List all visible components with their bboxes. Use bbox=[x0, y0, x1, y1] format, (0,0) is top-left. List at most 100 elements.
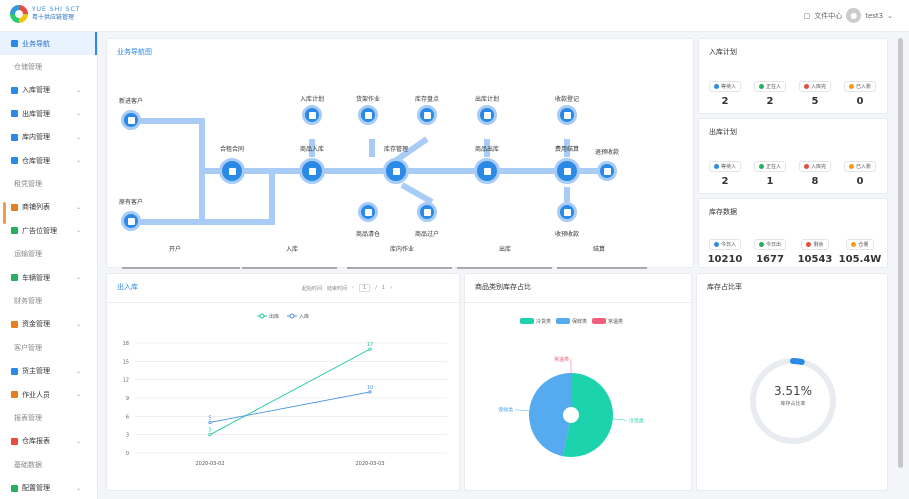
menu-icon bbox=[11, 86, 18, 94]
stat-label-text: 入库完 bbox=[810, 164, 826, 170]
file-icon[interactable]: ▢ bbox=[803, 11, 811, 20]
data-point[interactable] bbox=[368, 347, 372, 351]
pie-slice[interactable] bbox=[529, 373, 571, 457]
sidebar-item[interactable]: 配置管理 ⌄ bbox=[0, 476, 97, 499]
main-content: 业务导航图 新进客户 原有客户 合租合同 商品入库 库存管理 bbox=[98, 32, 909, 499]
sidebar-item[interactable]: 入库管理 ⌄ bbox=[0, 79, 97, 102]
menu-icon bbox=[11, 227, 18, 235]
prev-page-icon[interactable]: ‹ bbox=[352, 285, 355, 291]
y-tick-label: 9 bbox=[126, 396, 129, 402]
user-name[interactable]: test3 bbox=[865, 11, 884, 20]
stat-value: 0 bbox=[856, 96, 864, 107]
chevron-down-icon: ⌄ bbox=[75, 203, 81, 211]
stat-item: 剩余 10543 bbox=[795, 239, 835, 265]
sidebar-item[interactable]: 客户管理 bbox=[0, 336, 97, 359]
sidebar-item[interactable]: 商铺列表 ⌄ bbox=[0, 196, 97, 219]
logo-icon bbox=[10, 5, 28, 23]
sidebar-item[interactable]: 仓储管理 bbox=[0, 55, 97, 78]
fee-node[interactable] bbox=[554, 158, 580, 184]
stock-node[interactable] bbox=[383, 158, 409, 184]
legend-item[interactable]: 入库 bbox=[287, 313, 309, 320]
sidebar-item[interactable]: 基础数据 bbox=[0, 453, 97, 476]
legend-item[interactable]: 出库 bbox=[257, 313, 279, 320]
goods-clear-label: 商品清仓 bbox=[355, 231, 381, 238]
sidebar-item[interactable]: 仓库管理 ⌄ bbox=[0, 149, 97, 172]
contract-node[interactable] bbox=[219, 158, 245, 184]
sidebar-item-label: 出库管理 bbox=[22, 109, 50, 118]
collect-node[interactable] bbox=[557, 202, 577, 222]
stocktake-node[interactable] bbox=[417, 105, 437, 125]
goods-in-node[interactable] bbox=[299, 158, 325, 184]
page-input[interactable]: 1 bbox=[359, 284, 371, 292]
legend-item[interactable]: 保鲜类 bbox=[556, 318, 587, 325]
receipt-node[interactable] bbox=[557, 105, 577, 125]
sidebar-item-label: 商铺列表 bbox=[22, 203, 50, 212]
pick-node[interactable] bbox=[358, 105, 378, 125]
sidebar-item[interactable]: 运输管理 bbox=[0, 243, 97, 266]
stat-item: 等待入 2 bbox=[705, 81, 745, 107]
avatar[interactable]: ● bbox=[846, 8, 862, 23]
sidebar-item-label: 财务管理 bbox=[14, 296, 42, 305]
sidebar-item-label: 资金管理 bbox=[22, 320, 50, 329]
page-scrollbar[interactable] bbox=[898, 38, 903, 468]
menu-icon bbox=[11, 437, 18, 445]
sidebar-item[interactable]: 出库管理 ⌄ bbox=[0, 102, 97, 125]
stat-label-text: 正在入 bbox=[765, 164, 781, 170]
out-plan-node[interactable] bbox=[477, 105, 497, 125]
y-tick-label: 12 bbox=[123, 378, 129, 384]
stat-item: 入库完 8 bbox=[795, 161, 835, 187]
end-time-input[interactable]: 结束时间 bbox=[327, 285, 348, 292]
sidebar-item[interactable]: 库内管理 ⌄ bbox=[0, 126, 97, 149]
stage-label: 入库 bbox=[285, 246, 299, 253]
fee-label: 费用结算 bbox=[554, 146, 580, 153]
sidebar-item[interactable]: 业务导航 bbox=[0, 32, 97, 56]
data-point[interactable] bbox=[208, 420, 212, 425]
logo[interactable]: YUE SHI SCT 粤十供应链管理 bbox=[10, 5, 80, 23]
stat-label-text: 等待入 bbox=[720, 164, 736, 170]
sidebar-item[interactable]: 报表管理 bbox=[0, 406, 97, 429]
out-plan-stats: 等待入 2 正在入 1 入库完 8 已入账 0 bbox=[705, 161, 885, 191]
goods-clear-node[interactable] bbox=[358, 202, 378, 222]
status-dot-icon bbox=[848, 84, 854, 89]
goods-out-node[interactable] bbox=[474, 158, 500, 184]
in-plan-stats: 等待入 2 正在入 2 入库完 5 已入账 0 bbox=[705, 81, 885, 111]
sidebar-scrollbar[interactable] bbox=[3, 202, 6, 224]
goods-transfer-label: 商品过户 bbox=[414, 231, 440, 238]
prepay-node[interactable] bbox=[597, 161, 617, 181]
legend-label: 冷货类 bbox=[536, 318, 551, 325]
data-point[interactable] bbox=[368, 390, 372, 394]
next-page-icon[interactable]: › bbox=[390, 285, 393, 291]
stat-item: 已入账 0 bbox=[840, 161, 880, 187]
pie-slice[interactable] bbox=[563, 373, 613, 457]
sidebar-item[interactable]: 资金管理 ⌄ bbox=[0, 313, 97, 336]
legend-item[interactable]: 冷货类 bbox=[520, 318, 551, 325]
sidebar-item[interactable]: 仓库报表 ⌄ bbox=[0, 430, 97, 453]
stat-item: 等待入 2 bbox=[705, 161, 745, 187]
sidebar-item[interactable]: 广告位管理 ⌄ bbox=[0, 219, 97, 242]
stat-item: 入库完 5 bbox=[795, 81, 835, 107]
start-time-input[interactable]: 起始时间 bbox=[302, 285, 323, 292]
status-dot-icon bbox=[713, 242, 719, 247]
stat-label-text: 已入账 bbox=[855, 164, 871, 170]
new-customer-node[interactable] bbox=[121, 110, 141, 130]
chevron-down-icon[interactable]: ⌄ bbox=[887, 11, 893, 20]
data-point[interactable] bbox=[208, 433, 212, 437]
sidebar-item[interactable]: 车辆管理 ⌄ bbox=[0, 266, 97, 289]
y-tick-label: 15 bbox=[123, 359, 129, 365]
sidebar-item[interactable]: 租凭管理 bbox=[0, 172, 97, 195]
file-center-link[interactable]: 文件中心 bbox=[814, 11, 843, 20]
goods-in-label: 商品入库 bbox=[299, 146, 325, 153]
out-plan-title: 出库计划 bbox=[709, 128, 737, 136]
sidebar-item[interactable]: 作业人员 ⌄ bbox=[0, 383, 97, 406]
old-customer-node[interactable] bbox=[121, 211, 141, 231]
sidebar-item-label: 运输管理 bbox=[14, 250, 42, 259]
sidebar-item[interactable]: 货主管理 ⌄ bbox=[0, 359, 97, 382]
stat-label-text: 正在入 bbox=[765, 84, 781, 90]
sidebar-item[interactable]: 财务管理 bbox=[0, 289, 97, 312]
pick-label: 货架作业 bbox=[355, 96, 381, 103]
goods-transfer-node[interactable] bbox=[417, 202, 437, 222]
legend-item[interactable]: 常温类 bbox=[592, 318, 623, 325]
stage-label: 结算 bbox=[592, 246, 606, 253]
in-plan-node[interactable] bbox=[302, 105, 322, 125]
